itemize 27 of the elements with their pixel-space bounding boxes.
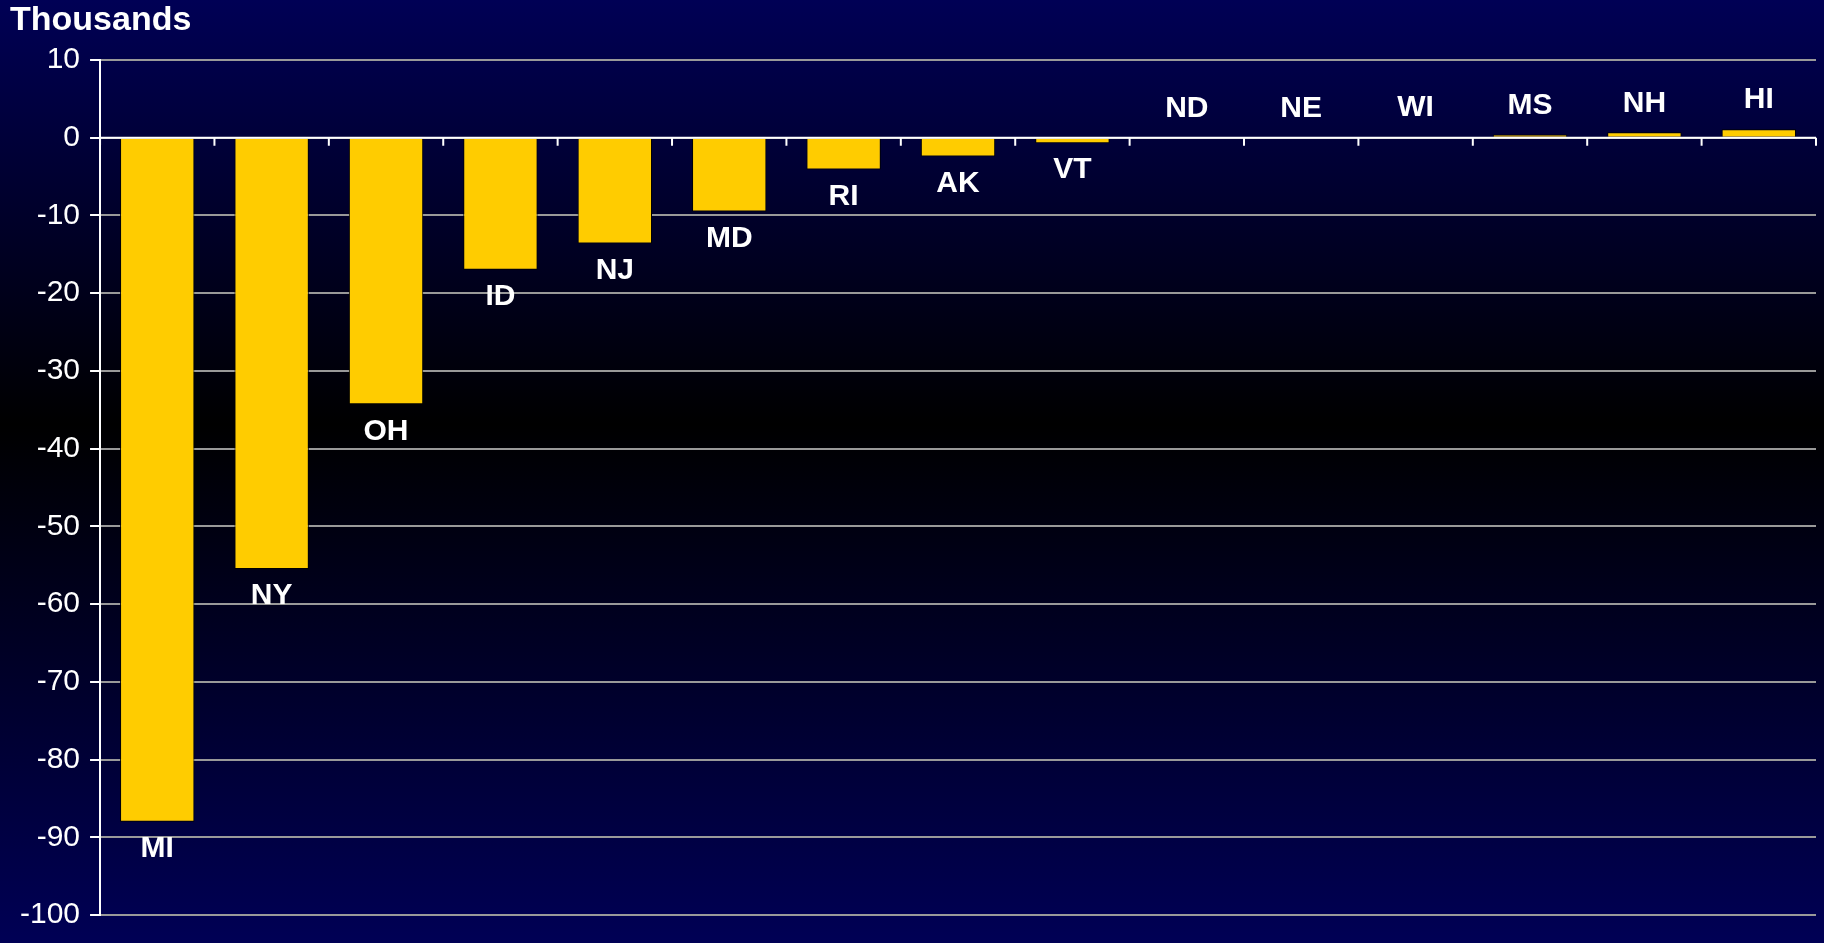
x-tick-label: MI	[140, 829, 174, 863]
x-tick-label: AK	[936, 164, 981, 198]
x-tick-label: RI	[828, 177, 859, 211]
x-tick-label: ND	[1165, 89, 1209, 123]
y-tick-label: -40	[36, 429, 81, 463]
y-axis-title: Thousands	[10, 0, 192, 38]
y-tick-label: 0	[63, 118, 81, 152]
x-tick-label: VT	[1053, 151, 1092, 185]
y-tick-label: -10	[36, 196, 81, 230]
x-tick-label: NJ	[595, 251, 635, 285]
y-tick-label: -90	[36, 818, 81, 852]
x-tick-label: MS	[1507, 86, 1553, 120]
x-tick-label: NE	[1280, 89, 1323, 123]
y-tick-label: -30	[36, 352, 81, 386]
y-tick-label: -60	[36, 585, 81, 619]
y-tick-label: 10	[46, 41, 81, 75]
y-tick-label: -50	[36, 507, 81, 541]
x-tick-label: OH	[363, 412, 409, 446]
x-tick-label: HI	[1743, 81, 1774, 115]
x-tick-label: MD	[705, 219, 753, 253]
y-tick-label: -20	[36, 274, 81, 308]
x-tick-label: NY	[250, 577, 293, 611]
y-tick-label: -70	[36, 663, 81, 697]
y-tick-label: -80	[36, 740, 81, 774]
y-tick-label: -100	[20, 896, 81, 930]
x-tick-label: WI	[1397, 89, 1434, 123]
x-tick-label: NH	[1622, 84, 1667, 118]
